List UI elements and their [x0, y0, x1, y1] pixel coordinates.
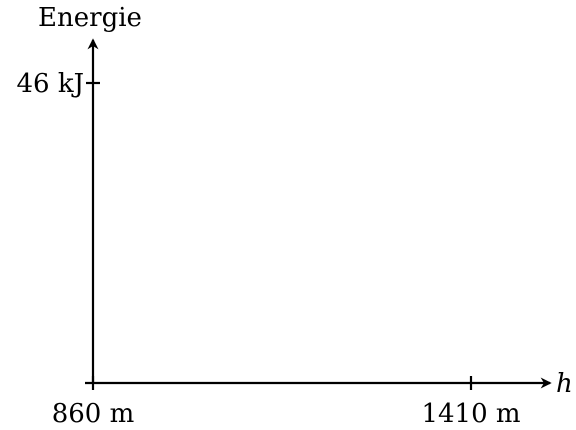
- y-axis-label: Energie: [38, 3, 142, 33]
- y-ticks: 46 kJ: [16, 69, 100, 99]
- x-ticks: 860 m 1410 m: [52, 376, 521, 429]
- x-tick-label: 860 m: [52, 399, 135, 429]
- y-tick-label: 46 kJ: [16, 69, 84, 99]
- x-axis-label: h: [556, 369, 573, 399]
- x-tick-label: 1410 m: [421, 399, 520, 429]
